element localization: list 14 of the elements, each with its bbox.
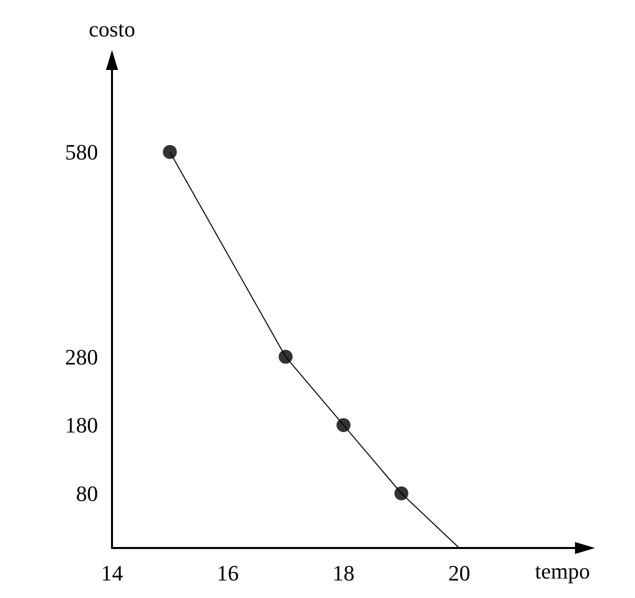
y-tick-label: 280: [65, 344, 98, 370]
point: [336, 418, 350, 432]
x-tick-label: 16: [216, 560, 239, 586]
y-axis-title: costo: [88, 16, 136, 42]
x-axis-title: tempo: [535, 558, 590, 584]
point: [278, 350, 293, 364]
y-tick-label: 180: [65, 412, 98, 438]
y-tick-label: 580: [65, 139, 98, 164]
x-tick-label: 20: [448, 560, 470, 586]
x-tick-label: 14: [101, 560, 123, 586]
y-tick-label: 80: [76, 480, 98, 506]
point: [162, 144, 177, 159]
point: [394, 486, 408, 500]
x-tick-label: 18: [332, 560, 354, 586]
